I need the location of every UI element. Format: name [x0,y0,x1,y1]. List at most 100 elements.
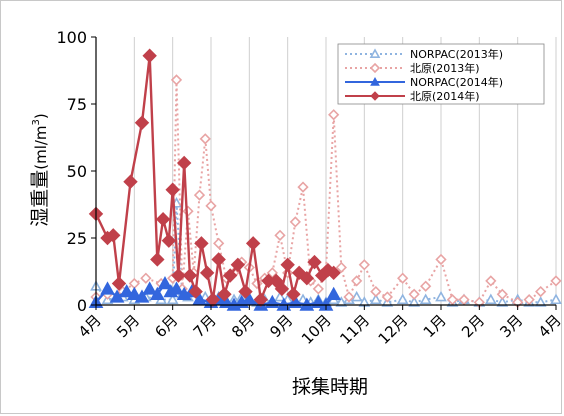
x-tick-label: 4月 [75,311,105,341]
data-point [446,294,459,306]
data-point [370,91,380,101]
data-point [326,265,341,281]
y-tick-label: 100 [56,28,87,47]
x-tick-label: 2月 [458,311,488,341]
data-point [397,272,409,284]
data-point [358,259,370,271]
data-point [253,292,269,307]
data-point [149,286,165,300]
x-tick-label: 1月 [420,311,450,341]
data-point [299,270,315,286]
data-point [194,236,209,251]
legend-label: 北原(2013年) [410,61,480,75]
x-tick-label: 6月 [151,311,181,341]
data-point [134,115,150,130]
x-tick-label: 3月 [496,311,526,341]
data-point [326,286,342,300]
data-point [396,293,409,305]
data-point [217,287,232,302]
x-tick-label: 9月 [266,311,296,341]
x-tick-label: 12月 [375,311,412,348]
data-point [381,291,393,303]
data-point [351,275,363,287]
legend-label: 北原(2014年) [410,89,480,103]
data-point [100,281,115,295]
data-point [370,76,380,86]
data-point [142,281,158,295]
data-point [420,280,432,292]
data-point [155,212,171,227]
data-point [128,277,140,290]
data-point [550,293,562,305]
legend-label: NORPAC(2014年) [410,75,503,89]
data-point [199,265,215,281]
data-point [170,74,183,86]
x-axis-title: 採集時期 [292,376,368,398]
data-point [328,109,340,121]
data-point [230,257,246,273]
series-3 [88,48,341,307]
data-point [408,296,421,307]
data-point [182,268,198,283]
data-point [140,272,152,284]
data-point [484,293,497,305]
data-point [193,189,206,201]
data-point [205,200,217,212]
data-point [268,273,284,289]
x-tick-label: 7月 [190,311,220,341]
data-point [161,233,177,248]
data-point [535,285,547,298]
data-point [335,261,347,274]
y-tick-label: 75 [67,95,87,114]
data-point [176,155,192,171]
data-point [370,285,382,298]
data-point [119,284,135,298]
data-point [435,290,447,302]
x-tick-label: 8月 [228,311,258,341]
data-point [205,292,221,307]
data-point [169,281,184,295]
data-point [408,288,420,300]
data-point [245,236,261,251]
data-point [106,228,121,243]
data-point [458,294,470,306]
data-point [188,284,203,299]
data-point [312,283,324,295]
data-point [496,288,508,300]
data-point [350,290,363,302]
data-point [274,281,290,297]
y-tick-label: 25 [67,229,87,248]
data-point [369,48,381,59]
data-point [419,293,432,305]
data-point [307,254,322,270]
data-point [238,284,253,299]
legend: NORPAC(2013年)北原(2013年)NORPAC(2014年)北原(20… [337,43,545,105]
data-point [166,293,179,305]
y-axis-title: 湿重量(ml/m3) [29,113,51,227]
data-point [297,181,309,193]
data-point [276,297,292,311]
series-layer [88,48,562,311]
data-point [213,237,225,249]
x-tick-label: 4月 [535,311,564,341]
data-point [126,286,142,300]
data-point [550,275,562,287]
data-point [150,252,165,267]
data-point [534,296,547,307]
data-point [523,294,535,306]
data-point [142,48,157,63]
x-tick-label: 11月 [336,311,373,348]
data-point [299,297,315,311]
data-point [111,276,127,291]
data-point [123,174,138,189]
data-point [289,216,301,228]
data-point [496,296,509,307]
data-point [274,229,286,241]
data-point [280,257,295,273]
y-tick-label: 0 [77,296,87,315]
data-point [157,276,173,290]
x-tick-label: 5月 [113,311,143,341]
data-point [485,275,497,287]
